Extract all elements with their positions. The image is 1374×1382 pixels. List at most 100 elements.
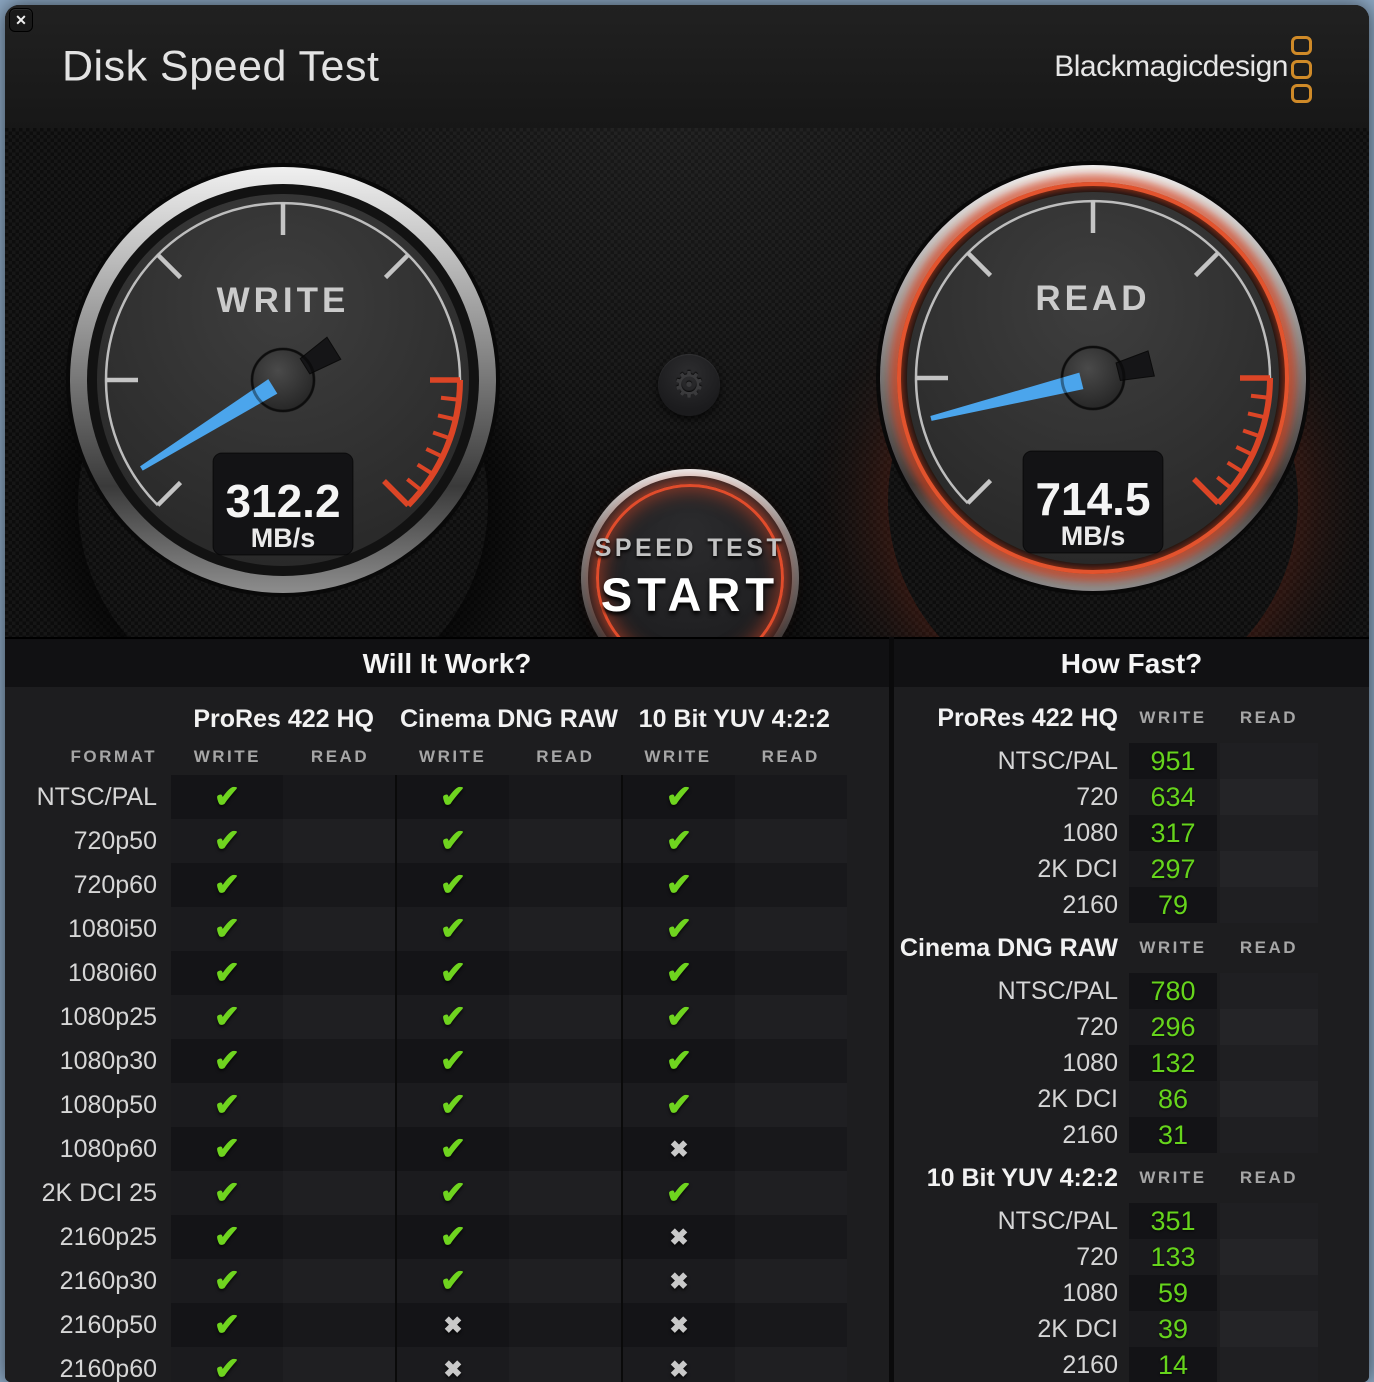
read-column-header: READ	[1239, 1168, 1299, 1187]
read-cell	[509, 1303, 621, 1347]
check-icon: ✔	[214, 1307, 240, 1342]
write-value: 14	[1157, 1349, 1189, 1380]
format-label: 2160p50	[59, 1311, 157, 1339]
speed-row: 2K DCI 297	[894, 851, 1369, 887]
check-icon: ✔	[666, 1175, 692, 1210]
check-icon: ✔	[440, 779, 466, 814]
resolution-label: 720	[1076, 1243, 1118, 1271]
write-value-box: 312.2 MB/s	[212, 452, 354, 556]
write-needle	[140, 336, 342, 471]
read-cell	[735, 1259, 847, 1303]
check-icon: ✔	[214, 1263, 240, 1298]
read-cell	[509, 1347, 621, 1382]
read-cell	[509, 775, 621, 819]
read-needle	[930, 350, 1155, 421]
check-icon: ✔	[666, 823, 692, 858]
close-button[interactable]: ✕	[9, 8, 33, 32]
read-cell	[283, 819, 395, 863]
format-row: 2160p60 ✔ ✖ ✖	[5, 1347, 889, 1382]
read-cell	[283, 1347, 395, 1382]
speed-row: NTSC/PAL 951	[894, 743, 1369, 779]
speed-row: NTSC/PAL 780	[894, 973, 1369, 1009]
read-cell	[283, 1083, 395, 1127]
resolution-label: 2K DCI	[1037, 1085, 1118, 1113]
format-label: 1080p60	[59, 1135, 157, 1163]
speed-row: 2160 14	[894, 1347, 1369, 1382]
read-value-cell	[1220, 973, 1318, 1009]
format-label: 1080i50	[68, 915, 157, 943]
start-button-subtitle: SPEED TEST	[594, 534, 786, 562]
read-cell	[735, 1347, 847, 1382]
write-cell: ✔	[395, 1039, 509, 1083]
row-cells: ✔ ✔ ✔	[171, 863, 847, 907]
titlebar: Disk Speed Test Blackmagicdesign	[5, 5, 1369, 129]
format-row: 1080p25 ✔ ✔ ✔	[5, 995, 889, 1039]
read-column-header: READ	[310, 747, 370, 766]
write-value-cell: 317	[1129, 815, 1217, 851]
cross-icon: ✖	[669, 1355, 689, 1382]
read-cell	[283, 951, 395, 995]
check-icon: ✔	[214, 955, 240, 990]
row-cells: ✔ ✖ ✖	[171, 1347, 847, 1382]
write-value-cell: 31	[1129, 1117, 1217, 1153]
read-cell	[735, 1171, 847, 1215]
write-value-cell: 296	[1129, 1009, 1217, 1045]
settings-button[interactable]: ⚙	[658, 354, 720, 416]
codec-section-header: 10 Bit YUV 4:2:2 WRITE READ	[894, 1153, 1369, 1203]
write-value: 31	[1157, 1119, 1189, 1150]
logo-square-icon	[1291, 36, 1312, 55]
check-icon: ✔	[440, 1087, 466, 1122]
speed-row: 2K DCI 39	[894, 1311, 1369, 1347]
write-value-cell: 14	[1129, 1347, 1217, 1382]
write-cell: ✖	[621, 1215, 735, 1259]
resolution-label: 720	[1076, 783, 1118, 811]
read-cell	[509, 1127, 621, 1171]
format-label: 1080p30	[59, 1047, 157, 1075]
write-cell: ✔	[395, 1083, 509, 1127]
will-it-work-title: Will It Work?	[362, 648, 532, 679]
check-icon: ✔	[666, 999, 692, 1034]
write-cell: ✔	[395, 907, 509, 951]
resolution-label: 2160	[1062, 1351, 1118, 1379]
read-value-cell	[1220, 743, 1318, 779]
write-cell: ✔	[395, 1259, 509, 1303]
write-value: 351	[1150, 1205, 1196, 1236]
read-value-cell	[1220, 1347, 1318, 1382]
resolution-label: 1080	[1062, 1049, 1118, 1077]
write-value-cell: 59	[1129, 1275, 1217, 1311]
read-cell	[283, 907, 395, 951]
check-icon: ✔	[440, 1131, 466, 1166]
read-column-header: READ	[536, 747, 595, 766]
read-cell	[283, 775, 395, 819]
hub-ring	[250, 347, 316, 413]
read-value-cell	[1220, 1045, 1318, 1081]
how-fast-header: How Fast?	[894, 637, 1369, 689]
read-cell	[735, 995, 847, 1039]
write-column-header: WRITE	[644, 747, 712, 766]
write-column-header: WRITE	[1139, 1168, 1207, 1187]
resolution-label: 2K DCI	[1037, 1315, 1118, 1343]
row-cells: ✔ ✔ ✔	[171, 1039, 847, 1083]
speed-row: 1080 59	[894, 1275, 1369, 1311]
write-cell: ✔	[171, 907, 283, 951]
scale-major-ticks	[916, 201, 1220, 505]
write-cell: ✔	[395, 819, 509, 863]
read-cell	[509, 1259, 621, 1303]
format-label: 1080p50	[59, 1091, 157, 1119]
write-cell: ✔	[171, 819, 283, 863]
redline-zone	[382, 377, 464, 508]
cross-icon: ✖	[669, 1311, 689, 1338]
format-row: 1080i60 ✔ ✔ ✔	[5, 951, 889, 995]
write-value: 86	[1157, 1083, 1189, 1114]
brand: Blackmagicdesign	[1054, 5, 1288, 128]
speed-row: 1080 132	[894, 1045, 1369, 1081]
write-value: 79	[1157, 889, 1189, 920]
close-icon: ✕	[15, 11, 27, 28]
read-value-cell	[1220, 1311, 1318, 1347]
read-cell	[283, 1259, 395, 1303]
codec-section-header: Cinema DNG RAW WRITE READ	[894, 923, 1369, 973]
cross-icon: ✖	[669, 1223, 689, 1250]
write-column-header: WRITE	[419, 747, 487, 766]
check-icon: ✔	[214, 1087, 240, 1122]
write-cell: ✔	[621, 775, 735, 819]
